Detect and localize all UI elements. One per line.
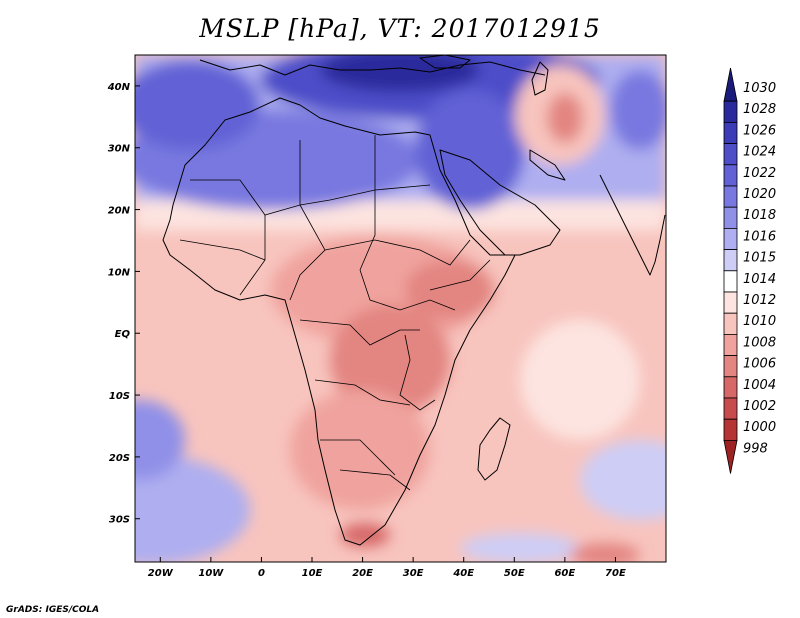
- plot-frame: [134, 54, 667, 563]
- india-coastline: [599, 174, 666, 276]
- coastlines: [162, 55, 666, 546]
- country-borders: [179, 135, 491, 491]
- lon-tick-label: 20E: [352, 568, 373, 579]
- colorbar-swatch: [723, 270, 738, 293]
- colorbar-label: 1008: [743, 335, 776, 350]
- pressure-field: [135, 55, 666, 562]
- lat-tick-label: 30S: [109, 515, 130, 526]
- colorbar-swatch: [723, 122, 738, 145]
- colorbar-label: 1006: [743, 357, 776, 372]
- europe-coastline: [199, 59, 546, 76]
- colorbar-swatch: [723, 164, 738, 187]
- arabian-high: [415, 90, 525, 210]
- southern-ocean-low: [570, 543, 640, 562]
- southern-ridge: [460, 533, 580, 562]
- colorbar-label: 1010: [743, 314, 776, 329]
- colorbar-label: 1015: [743, 251, 776, 266]
- map-title: MSLP [hPa], VT: 2017012915: [199, 14, 601, 43]
- indian-ocean-field: [520, 320, 640, 440]
- lat-tick-label: EQ: [115, 329, 131, 340]
- colorbar-label: 1028: [743, 102, 776, 117]
- indian-ocean-high: [580, 440, 666, 520]
- colorbar-swatch: [723, 355, 738, 378]
- lon-tick-label: 10W: [198, 568, 224, 579]
- asia-high: [610, 70, 666, 150]
- longitude-axis: 20W 10W 0 10E 20E 30E 40E 50E 60E 70E: [148, 557, 626, 579]
- colorbar-swatch: [723, 185, 738, 208]
- caspian-sea: [531, 61, 549, 96]
- lat-tick-label: 20N: [108, 206, 131, 217]
- lon-tick-label: 40E: [452, 568, 474, 579]
- colorbar-label: 1020: [743, 187, 776, 202]
- colorbar-swatch: [723, 143, 738, 166]
- lat-tick-label: 10S: [109, 391, 130, 402]
- colorbar-swatch: [723, 206, 738, 229]
- colorbar-label: 1024: [743, 145, 776, 160]
- persian-gulf: [529, 149, 566, 181]
- lat-tick-label: 10N: [108, 267, 131, 278]
- lat-tick-label: 20S: [109, 453, 130, 464]
- congo-low: [330, 305, 450, 415]
- balkan-high-core: [320, 55, 480, 92]
- colorbar-swatch: [723, 418, 738, 441]
- lon-tick-label: 30E: [403, 568, 424, 579]
- colorbar-label: 1030: [743, 81, 776, 96]
- colorbar-swatch: [723, 333, 738, 356]
- colorbar-label: 1014: [743, 272, 776, 287]
- lon-tick-label: 50E: [504, 568, 525, 579]
- colorbar-bottom-triangle: [723, 439, 738, 474]
- arabia-coastline: [439, 149, 561, 256]
- iran-low-core: [547, 93, 583, 143]
- grads-credit: GrADS: IGES/COLA: [6, 605, 100, 615]
- colorbar-swatch: [723, 376, 738, 399]
- colorbar-swatch: [723, 397, 738, 420]
- colorbar-swatch: [723, 312, 738, 335]
- colorbar-label: 1012: [743, 293, 776, 308]
- lon-tick-label: 70E: [605, 568, 626, 579]
- lon-tick-label: 10E: [302, 568, 323, 579]
- lat-tick-label: 30N: [108, 144, 131, 155]
- lon-tick-label: 20W: [148, 568, 174, 579]
- colorbar-label: 1018: [743, 208, 776, 223]
- south-atlantic-high-core: [135, 400, 185, 480]
- cape-low: [340, 523, 390, 547]
- colorbar-label: 1002: [743, 399, 776, 414]
- africa-coastline: [162, 97, 516, 546]
- colorbar-label: 998: [743, 441, 768, 456]
- lon-tick-label: 60E: [554, 568, 575, 579]
- latitude-axis: 40N 30N 20N 10N EQ 10S 20S 30S: [107, 82, 140, 526]
- south-atlantic-high: [135, 455, 250, 562]
- colorbar-swatch: [723, 100, 738, 123]
- southern-africa-low: [290, 390, 430, 510]
- colorbar-label: 1016: [743, 229, 776, 244]
- madagascar-coastline: [477, 417, 511, 481]
- colorbar-swatch: [723, 249, 738, 272]
- colorbar-top-triangle: [723, 67, 738, 102]
- colorbar-label: 1022: [743, 166, 776, 181]
- colorbar: 1030 1028 1026 1024 1022 1020 1018 1016 1015 1014…: [723, 67, 776, 474]
- colorbar-swatch: [723, 227, 738, 250]
- colorbar-label: 1026: [743, 123, 776, 138]
- lon-tick-label: 0: [258, 568, 265, 579]
- colorbar-label: 1000: [743, 420, 776, 435]
- azores-high: [135, 60, 260, 150]
- colorbar-label: 1004: [743, 378, 776, 393]
- lat-tick-label: 40N: [107, 82, 131, 93]
- ethiopia-low: [405, 260, 495, 320]
- colorbar-swatch: [723, 291, 738, 314]
